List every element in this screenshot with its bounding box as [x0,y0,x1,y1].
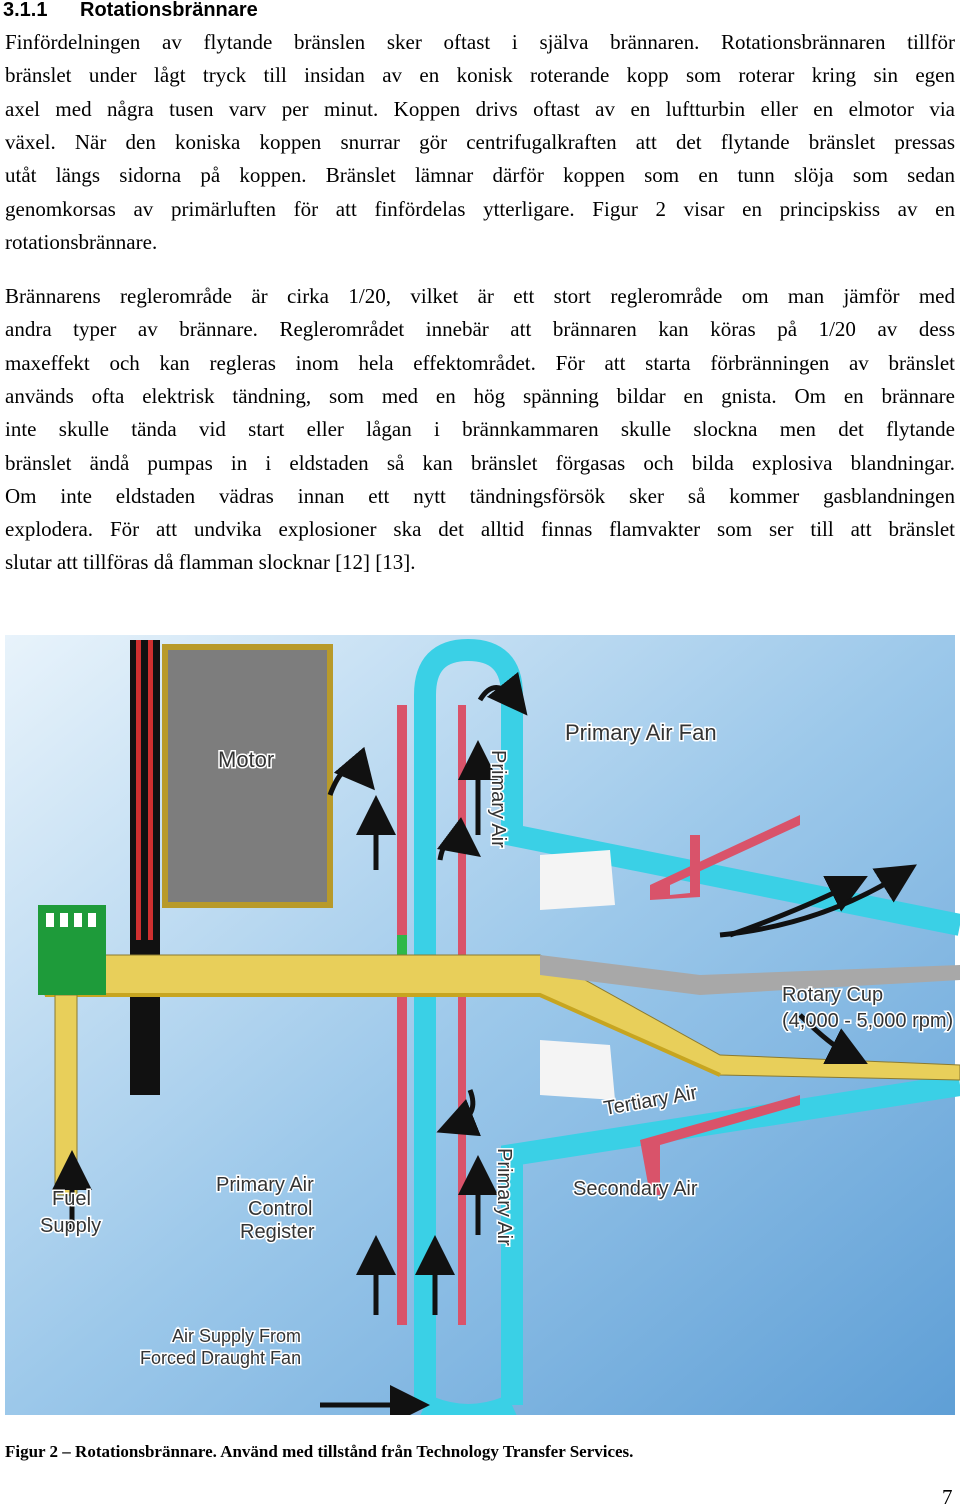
block [540,1040,615,1100]
label-primary-air: Primary Air [493,1148,515,1246]
text-line: bränslet ändå pumpas in i eldstaden så k… [5,450,955,475]
text-line: inte skulle tända vid start eller lågan … [5,417,955,442]
register-bar [458,705,466,1325]
label-register: Primary Air [216,1174,314,1196]
text-line: Brännarens reglerområde är cirka 1/20, v… [5,284,955,308]
label-air-supply: Forced Draught Fan [140,1348,301,1368]
text-line: maxeffekt och kan regleras inom hela eff… [5,350,955,375]
label-air-supply: Air Supply From [172,1326,301,1346]
text-line: Finfördelningen av flytande bränslen ske… [5,30,955,54]
text-line: axel med några tusen varv per minut. Kop… [5,96,955,121]
label-secondary-air: Secondary Air [573,1178,698,1200]
section-title: Rotationsbrännare [80,0,258,21]
wire [148,640,153,940]
label-primary-air-fan: Primary Air Fan [565,720,717,745]
cup [540,955,960,995]
marker [397,935,407,955]
plate [640,1095,800,1195]
text-line: Om inte eldstaden vädras innan ett nytt … [5,483,955,508]
label-rotary-cup: Rotary Cup [782,984,883,1006]
section-number: 3.1.1 [3,0,48,21]
label-fuel: Fuel [52,1188,91,1210]
block [540,850,615,910]
text-line: andra typer av brännare. Reglerområdet i… [5,317,955,342]
arrows [52,671,917,1415]
air-duct [420,1394,517,1415]
figure-caption: Figur 2 – Rotationsbrännare. Använd med … [5,1442,634,1461]
label-primary-air: Primary Air [487,750,509,848]
plate [650,815,800,900]
label-register: Control [248,1198,312,1220]
text-line: slutar att tillföras då flamman slocknar… [5,550,416,575]
wires [130,640,160,1095]
shaft-edge [45,993,721,1077]
text-line: rotationsbrännare. [5,229,158,254]
text-line: bränslet under lågt tryck till insidan a… [5,63,955,88]
label-motor: Motor [218,747,274,772]
text-line: växel. När den koniska koppen snurrar gö… [5,129,955,154]
figure: Motor Primary Air Fan Primary Air Primar… [5,635,960,1415]
label-rpm: (4,000 - 5,000 rpm) [782,1010,953,1032]
air-duct [501,1074,960,1405]
fuel-pipe [54,994,78,1196]
register-bar [397,705,407,1325]
motor [162,644,333,908]
page-number: 7 [942,1485,953,1509]
label-supply: Supply [40,1215,101,1237]
text-line: utåt längs sidorna på koppen. Bränslet l… [5,163,955,188]
text-line: genomkorsas av primärluften för att finf… [5,196,955,221]
wire [136,640,141,940]
label-register: Register [240,1221,315,1243]
text-line: används ofta elektrisk tändning, som med… [5,383,955,408]
text-line: explodera. För att undvika explosioner s… [5,517,955,542]
